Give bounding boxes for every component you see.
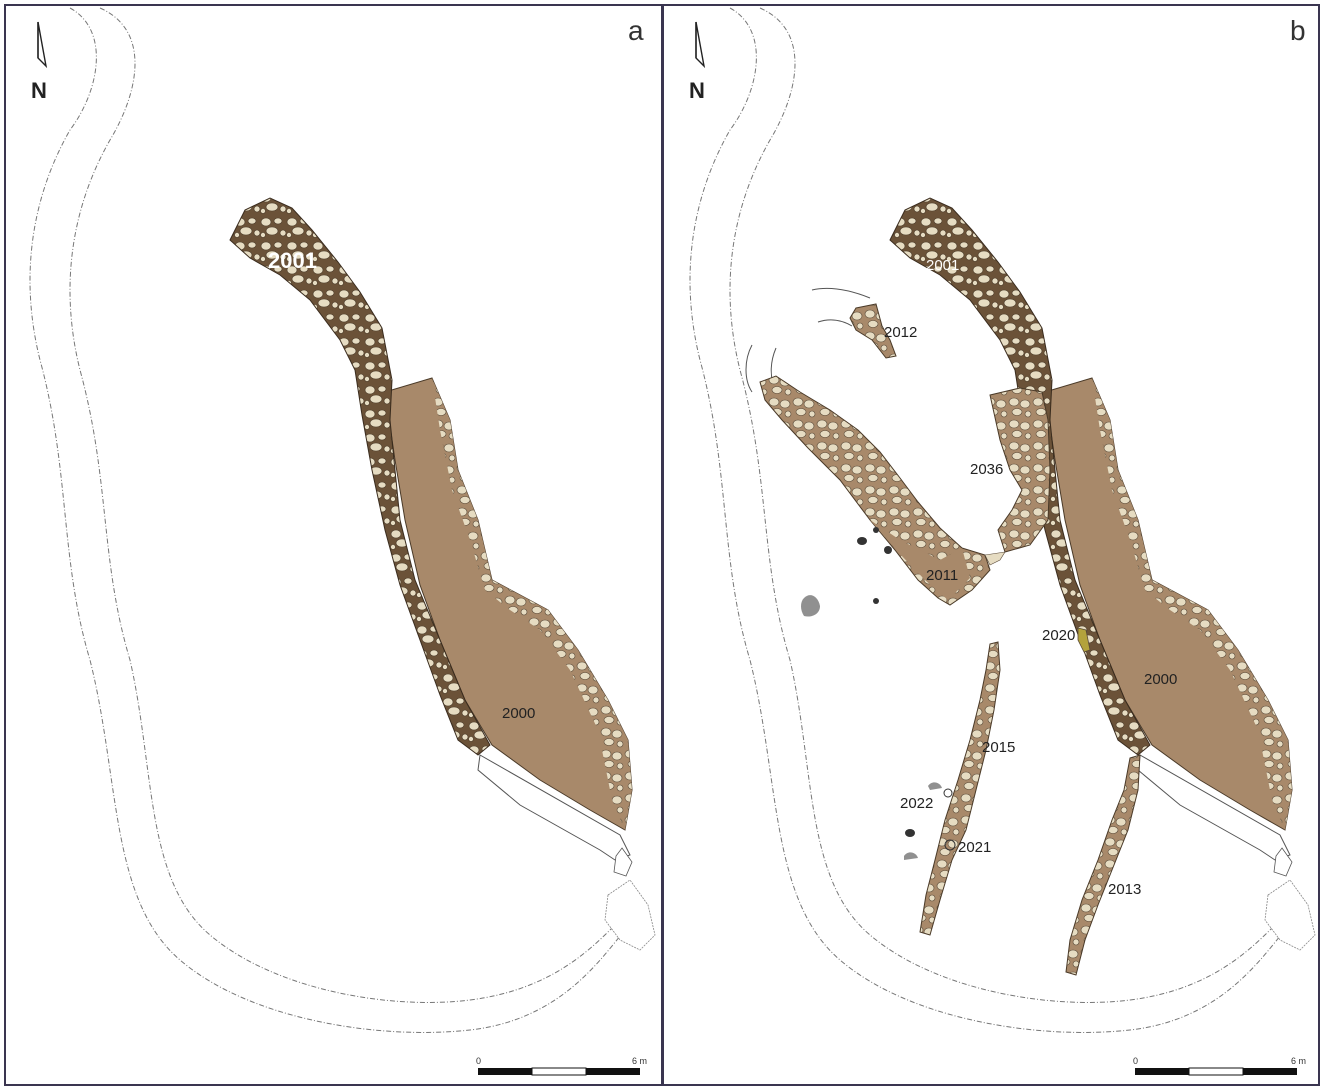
- north-arrow-icon: N: [31, 21, 48, 103]
- feature-2015-shape: [919, 641, 1001, 936]
- grey-pit: [801, 595, 820, 617]
- grey-pit-2022: [928, 782, 942, 790]
- feature-2011-shape: [759, 375, 991, 606]
- feature-2000-shape: [1044, 377, 1316, 951]
- feature-label-2021: 2021: [958, 839, 991, 856]
- post-hole: [857, 537, 867, 545]
- post-hole: [873, 527, 879, 533]
- feature-label-2036: 2036: [970, 461, 1003, 478]
- feature-2012-shape: [849, 303, 897, 359]
- feature-label-2022: 2022: [900, 795, 933, 812]
- scale-end-label: 6 m: [1291, 1056, 1306, 1066]
- feature-2020-shape: [1077, 627, 1091, 653]
- feature-label-2015: 2015: [982, 739, 1015, 756]
- scale-start-label: 0: [476, 1056, 481, 1066]
- panel-b-frame: [662, 4, 1320, 1086]
- site-outline: [689, 7, 1286, 1033]
- feature-label-2001: 2001: [926, 257, 959, 274]
- post-hole: [884, 546, 892, 554]
- feature-2000-shape: [384, 377, 656, 951]
- panel-letter: b: [1290, 15, 1306, 46]
- north-label: N: [31, 78, 47, 103]
- feature-label-2020: 2020: [1042, 627, 1075, 644]
- post-hole: [873, 598, 879, 604]
- feature-2013-shape: [1065, 754, 1141, 976]
- feature-label-2013: 2013: [1108, 881, 1141, 898]
- site-outline: [29, 7, 626, 1033]
- feature-2036-shape: [989, 387, 1051, 553]
- feature-label-2011: 2011: [926, 567, 958, 584]
- feature-label-2000: 2000: [502, 705, 535, 722]
- panel-a: a N 2001 2000 0 6 m: [29, 7, 656, 1076]
- panel-b: b N 2001 2012 2036 2011 2020 2000 2015 2…: [689, 7, 1316, 1076]
- stone-cluster: [943, 788, 953, 798]
- scale-bar-icon: 0 6 m: [476, 1056, 647, 1076]
- post-hole: [905, 829, 915, 837]
- scale-end-label: 6 m: [632, 1056, 647, 1066]
- panel-a-frame: [4, 4, 663, 1086]
- stone-cluster: [944, 839, 956, 851]
- panel-letter: a: [628, 15, 644, 46]
- north-label: N: [689, 78, 705, 103]
- scale-bar-icon: 0 6 m: [1133, 1056, 1306, 1076]
- feature-label-2001: 2001: [268, 248, 317, 273]
- feature-label-2000: 2000: [1144, 671, 1177, 688]
- scale-start-label: 0: [1133, 1056, 1138, 1066]
- feature-label-2012: 2012: [884, 324, 917, 341]
- grey-pit: [904, 852, 918, 860]
- north-arrow-icon: N: [689, 21, 706, 103]
